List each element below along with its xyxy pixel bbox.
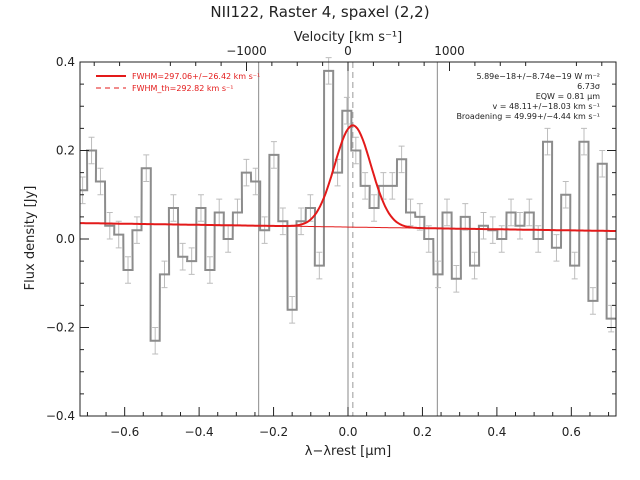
legend-label: FWHM_th=292.82 km s⁻¹ bbox=[132, 84, 233, 93]
top-tick-label: 1000 bbox=[434, 44, 465, 58]
y-tick-label: 0.0 bbox=[56, 232, 75, 246]
x-tick-label: 0.6 bbox=[562, 425, 581, 439]
top-tick-label: −1000 bbox=[226, 44, 267, 58]
data-histogram bbox=[80, 69, 616, 342]
chart-title: NII122, Raster 4, spaxel (2,2) bbox=[210, 3, 429, 21]
fit-annotation: 5.89e−18+/−8.74e−19 W m⁻² bbox=[476, 72, 600, 81]
y-tick-label: 0.2 bbox=[56, 144, 75, 158]
fit-annotation: EQW = 0.81 μm bbox=[536, 92, 600, 101]
y-tick-label: 0.4 bbox=[56, 55, 75, 69]
fit-annotation: Broadening = 49.99+/−4.44 km s⁻¹ bbox=[456, 112, 600, 121]
top-axis-label: Velocity [km s⁻¹] bbox=[294, 30, 402, 45]
top-tick-label: 0 bbox=[344, 44, 352, 58]
x-axis-label: λ−λrest [μm] bbox=[305, 444, 391, 459]
x-tick-label: −0.2 bbox=[259, 425, 288, 439]
y-axis-label: Flux density [Jy] bbox=[23, 186, 38, 291]
legend-label: FWHM=297.06+/−26.42 km s⁻¹ bbox=[132, 72, 260, 81]
x-tick-label: 0.4 bbox=[487, 425, 506, 439]
y-tick-label: −0.2 bbox=[46, 321, 75, 335]
x-tick-label: −0.4 bbox=[185, 425, 214, 439]
fit-annotation: 6.73σ bbox=[577, 82, 600, 91]
fit-annotation: v = 48.11+/−18.03 km s⁻¹ bbox=[492, 102, 600, 111]
x-tick-label: 0.0 bbox=[338, 425, 357, 439]
y-tick-label: −0.4 bbox=[46, 409, 75, 423]
gaussian-fit-line bbox=[80, 124, 616, 232]
x-tick-label: −0.6 bbox=[110, 425, 139, 439]
x-tick-label: 0.2 bbox=[413, 425, 432, 439]
